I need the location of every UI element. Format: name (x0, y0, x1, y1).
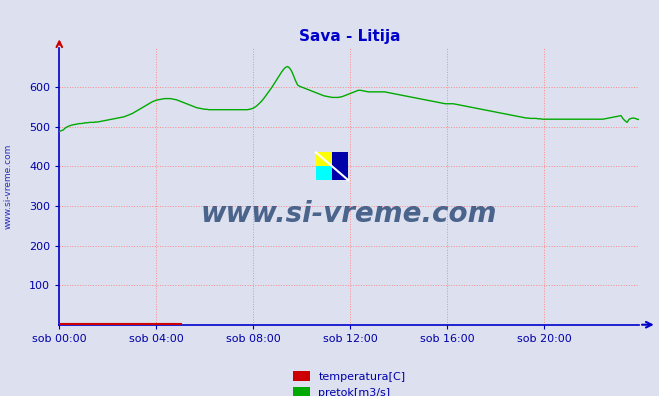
Polygon shape (316, 152, 332, 166)
Text: www.si-vreme.com: www.si-vreme.com (201, 200, 498, 228)
Legend: temperatura[C], pretok[m3/s]: temperatura[C], pretok[m3/s] (289, 366, 410, 396)
Polygon shape (316, 166, 332, 180)
Polygon shape (332, 152, 348, 180)
Text: www.si-vreme.com: www.si-vreme.com (3, 143, 13, 229)
Title: Sava - Litija: Sava - Litija (299, 29, 400, 44)
